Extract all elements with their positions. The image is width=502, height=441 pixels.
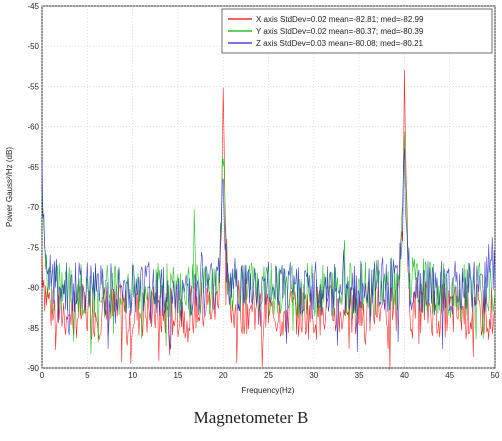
legend-entry: Z axis StdDev=0.03 mean=-80.08; med=-80.… (256, 39, 424, 48)
y-tick-label: -85 (27, 324, 39, 333)
x-tick-label: 30 (309, 371, 318, 380)
y-tick-label: -50 (27, 42, 39, 51)
x-tick-label: 20 (219, 371, 228, 380)
x-tick-label: 5 (85, 371, 90, 380)
x-tick-label: 45 (445, 371, 454, 380)
x-tick-label: 25 (264, 371, 273, 380)
x-tick-label: 10 (128, 371, 137, 380)
y-axis-label: Power Gauss²/Hz (dB) (5, 147, 14, 227)
y-tick-label: -80 (27, 284, 39, 293)
x-tick-label: 50 (491, 371, 500, 380)
x-tick-label: 35 (355, 371, 364, 380)
x-tick-label: 40 (400, 371, 409, 380)
y-tick-label: -45 (27, 2, 39, 11)
y-tick-label: -75 (27, 243, 39, 252)
series-line-3 (41, 148, 496, 353)
legend-box (221, 8, 493, 54)
legend: X axis StdDev=0.02 mean=-82.81; med=-82.… (221, 8, 493, 54)
series-layer (41, 69, 496, 371)
x-tick-label: 0 (40, 371, 45, 380)
grid (41, 5, 496, 369)
y-tick-label: -60 (27, 123, 39, 132)
legend-entry: Y axis StdDev=0.02 mean=-80.37; med=-80.… (256, 27, 424, 36)
tick-labels: 0 5 10 15 20 25 30 35 40 45 50 -45 -50 -55 -60 -65 -70 -7… (27, 2, 500, 380)
y-tick-label: -70 (27, 203, 39, 212)
x-tick-label: 15 (173, 371, 182, 380)
y-tick-label: -65 (27, 163, 39, 172)
spectrum-chart: 0 5 10 15 20 25 30 35 40 45 50 -45 -50 -55 -60 -65 -70 -7… (5, 2, 500, 395)
x-axis-label: Frequency(Hz) (242, 386, 295, 395)
legend-entry: X axis StdDev=0.02 mean=-82.81; med=-82.… (256, 15, 424, 24)
y-tick-label: -55 (27, 82, 39, 91)
y-tick-label: -90 (27, 364, 39, 373)
figure-caption: Magnetometer B (193, 408, 309, 427)
